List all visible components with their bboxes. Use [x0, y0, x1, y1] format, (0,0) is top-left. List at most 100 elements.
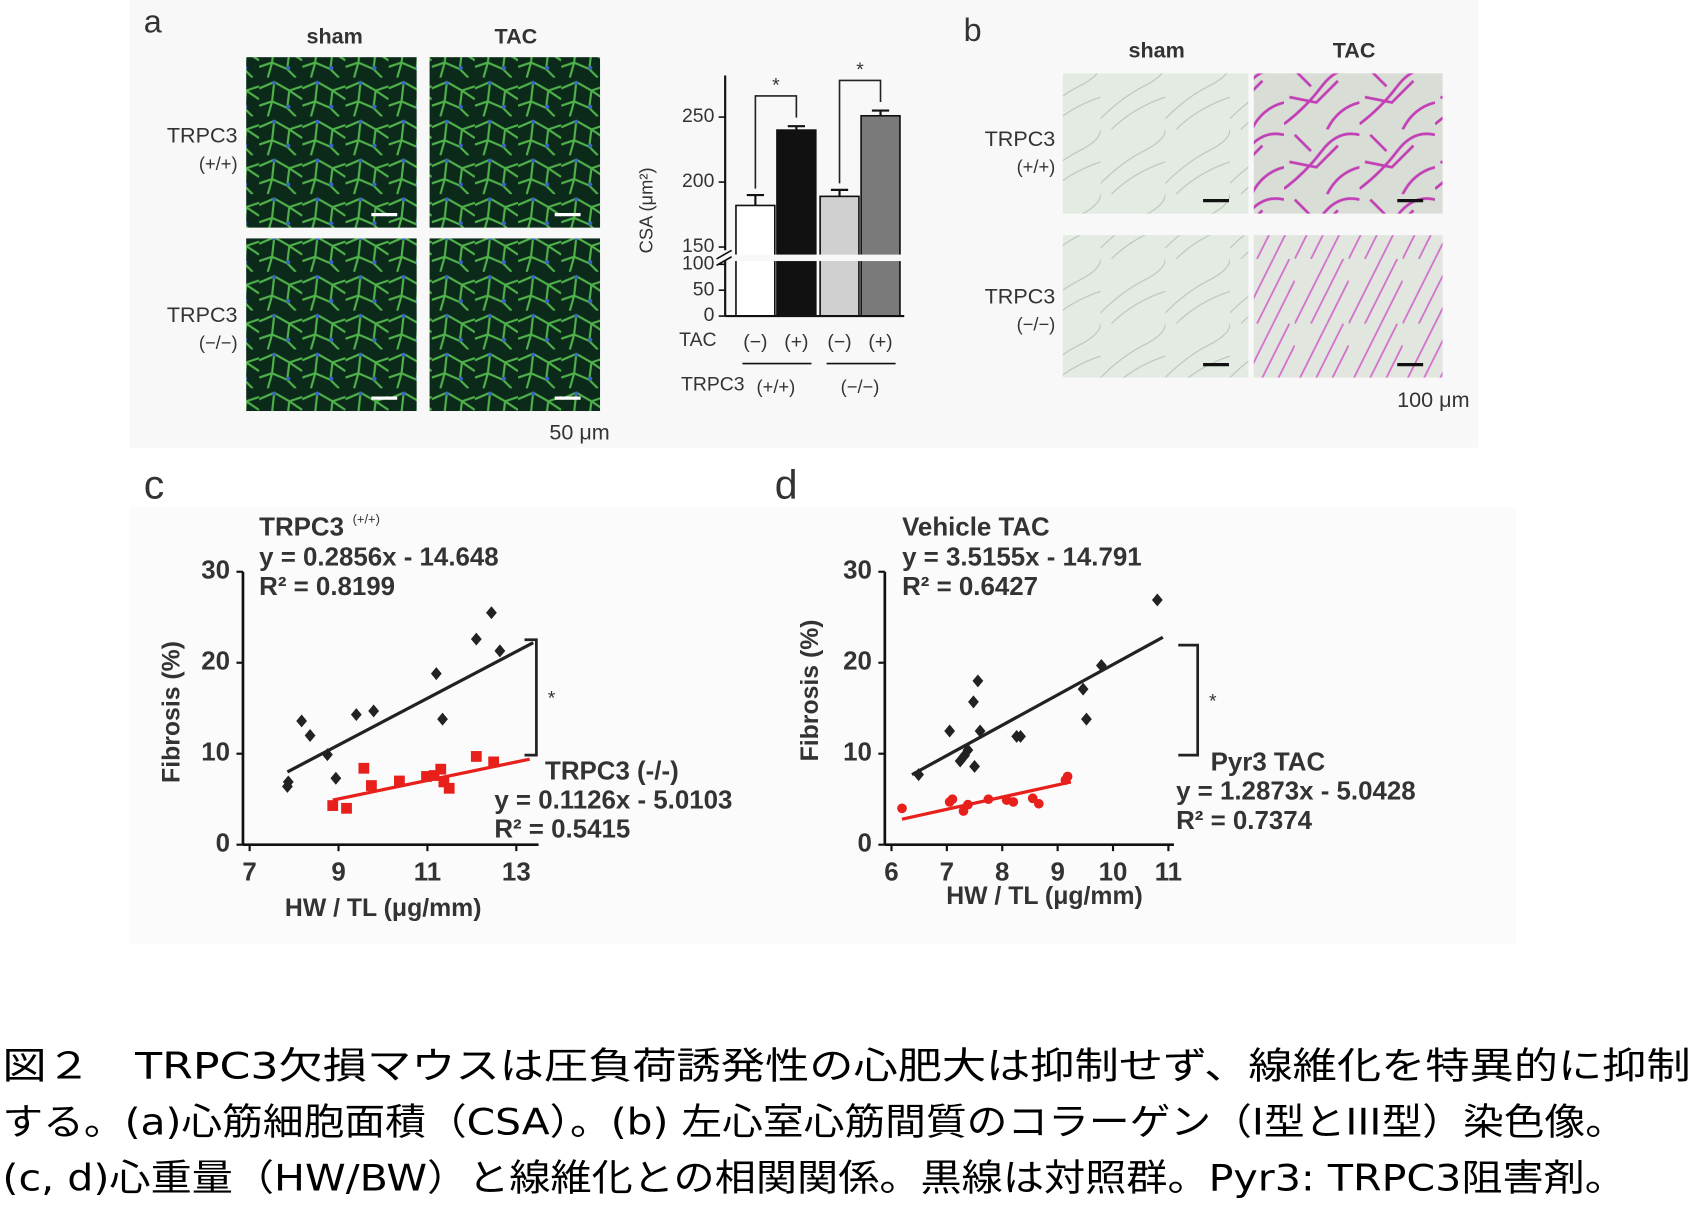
micrograph	[1062, 235, 1249, 378]
y-tick-label: 0	[858, 830, 872, 858]
point	[443, 782, 455, 794]
x-tick-label: (+)	[784, 331, 808, 353]
x-tick-label: 9	[331, 859, 345, 887]
r-squared: R² = 0.8199	[259, 573, 395, 601]
series-label: TRPC3 (-/-)	[545, 757, 679, 785]
y-tick-label: 30	[201, 557, 230, 585]
point	[350, 708, 362, 722]
point	[368, 704, 380, 718]
significance-bracket	[838, 79, 882, 184]
point	[944, 724, 956, 738]
panel-label: c	[144, 461, 165, 507]
equation: y = 0.1126x - 5.0103	[494, 786, 732, 814]
micrograph	[246, 57, 417, 228]
x-tick-label: 7	[242, 859, 256, 887]
panel-label: b	[964, 12, 982, 48]
caption-line: する。(a)心筋細胞面積（CSA）。(b) 左心室心筋間質のコラーゲン（I型とI…	[2, 1101, 1626, 1144]
bar	[860, 114, 901, 317]
y-tick-label: 250	[682, 105, 715, 127]
x-tick-label: 6	[884, 859, 898, 887]
point	[358, 762, 370, 774]
panel-label: a	[144, 3, 162, 39]
series-label-superscript: (+/+)	[353, 511, 380, 526]
x-tick-label: 11	[414, 859, 441, 887]
x-tick-label: (−)	[827, 331, 851, 353]
group-axis-label: TRPC3	[681, 373, 745, 395]
point	[394, 775, 405, 787]
y-tick-label: 10	[843, 739, 872, 767]
row-label: TRPC3	[167, 302, 238, 327]
series-label: Pyr3 TAC	[1211, 749, 1326, 777]
caption-line: 図２ TRPC3欠損マウスは圧負荷誘発性の心肥大は抑制せず、線維化を特異的に抑制	[2, 1044, 1690, 1087]
panel-label: d	[775, 461, 798, 507]
point	[421, 771, 432, 782]
scale-label: 100 μm	[1397, 387, 1469, 412]
column-label: sham	[1129, 37, 1185, 62]
y-axis-label: Fibrosis (%)	[158, 641, 185, 783]
column-label: TAC	[1333, 37, 1376, 62]
column-label: sham	[306, 23, 362, 48]
error-bar	[830, 188, 849, 197]
point	[435, 763, 447, 775]
column-label: TAC	[495, 23, 538, 48]
y-axis-label: CSA (μm²)	[635, 167, 656, 253]
y-tick-label: 0	[704, 304, 715, 326]
micrograph	[1062, 73, 1249, 214]
y-tick-label: 20	[843, 648, 872, 676]
micrograph	[1253, 73, 1443, 214]
r-squared: R² = 0.6427	[902, 573, 1038, 601]
scale-label: 50 μm	[549, 419, 609, 444]
micrograph	[246, 238, 417, 412]
significance-label: *	[1209, 690, 1217, 712]
point	[1151, 593, 1163, 607]
point	[437, 712, 448, 726]
point	[282, 775, 294, 789]
x-tick-label: 13	[502, 859, 531, 887]
micrograph	[429, 57, 601, 228]
row-label: (+/+)	[1017, 156, 1056, 177]
point	[330, 771, 342, 785]
y-tick-label: 30	[843, 557, 872, 585]
y-axis-label: Fibrosis (%)	[797, 619, 824, 761]
bar	[776, 129, 817, 317]
point	[341, 802, 352, 814]
trend-line	[332, 757, 530, 802]
point	[296, 714, 308, 728]
y-tick-label: 20	[201, 648, 230, 676]
point	[897, 803, 907, 814]
x-tick-label: 11	[1155, 859, 1182, 887]
x-tick-label: (+)	[868, 331, 892, 353]
trend-line	[911, 635, 1164, 777]
x-tick-label: (−)	[743, 331, 767, 353]
x-axis-label: HW / TL (μg/mm)	[946, 883, 1143, 910]
point	[470, 751, 482, 762]
point	[1015, 729, 1026, 743]
x-axis-label: HW / TL (μg/mm)	[285, 895, 482, 922]
y-tick-label: 200	[682, 170, 715, 192]
r-squared: R² = 0.7374	[1176, 807, 1313, 835]
series-label: Vehicle TAC	[902, 513, 1050, 541]
equation: y = 1.2873x - 5.0428	[1176, 778, 1416, 806]
trend-line	[286, 641, 534, 774]
x-tick-label: 8	[995, 859, 1009, 887]
significance-bracket	[754, 95, 798, 189]
point	[438, 776, 450, 788]
point	[1033, 798, 1044, 809]
significance-label: *	[548, 688, 556, 710]
axis-break	[716, 254, 906, 262]
point	[972, 674, 984, 688]
row-label: (−/−)	[199, 332, 238, 353]
micrograph	[429, 238, 601, 412]
significance-bracket	[1178, 643, 1200, 757]
row-label: TRPC3	[167, 123, 238, 148]
r-squared: R² = 0.5415	[494, 816, 630, 844]
equation: y = 0.2856x - 14.648	[259, 544, 499, 572]
trend-line	[901, 780, 1072, 821]
x-tick-label: 10	[1099, 859, 1128, 887]
row-label: (−/−)	[1017, 314, 1056, 335]
group-label: (−/−)	[841, 376, 880, 397]
point	[486, 606, 497, 620]
point	[488, 756, 500, 768]
point	[1008, 797, 1019, 807]
